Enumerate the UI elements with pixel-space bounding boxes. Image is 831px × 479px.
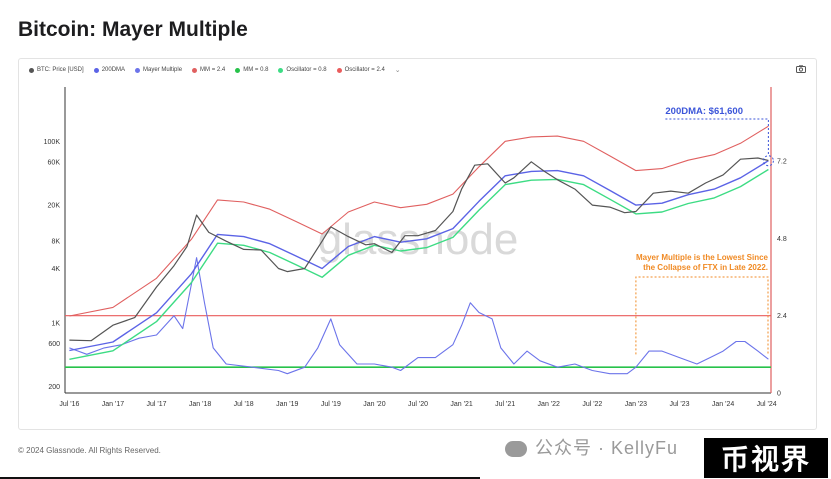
y-left-tick-label: 4K [51, 266, 60, 273]
legend-label: BTC: Price [USD] [37, 67, 84, 73]
x-tick-label: Jan '20 [363, 401, 385, 408]
annotation-mayer-line1: Mayer Multiple is the Lowest Since [636, 253, 769, 262]
copyright-footer: © 2024 Glassnode. All Rights Reserved. [18, 446, 161, 455]
y-left-tick-label: 600 [48, 341, 60, 348]
y-right-tick-label: 2.4 [777, 313, 787, 320]
series-line-btc-price-usd [69, 157, 769, 342]
x-tick-label: Jul '24 [757, 401, 777, 408]
legend-item[interactable]: MM = 0.8 [235, 66, 268, 74]
annotation-box-ftx [635, 276, 769, 355]
chart-legend: BTC: Price [USD] 200DMA Mayer Multiple MM =… [29, 66, 401, 74]
x-tick-label: Jul '17 [147, 401, 167, 408]
x-tick-label: Jul '20 [408, 401, 428, 408]
x-tick-label: Jul '23 [669, 401, 689, 408]
x-tick-label: Jan '21 [450, 401, 472, 408]
legend-item[interactable]: Oscillator = 0.8 [278, 66, 327, 74]
page-title: Bitcoin: Mayer Multiple [18, 18, 248, 41]
x-tick-label: Jan '17 [102, 401, 124, 408]
x-tick-label: Jan '18 [189, 401, 211, 408]
divider [0, 477, 480, 479]
y-left-tick-label: 20K [48, 203, 61, 210]
legend-more-icon[interactable]: ⌄ [394, 67, 401, 74]
y-left-tick-label: 8K [51, 239, 60, 246]
legend-marker [336, 67, 342, 73]
watermark-badge: 币视界 [704, 438, 828, 478]
annotation-mayer-line2: the Collapse of FTX in Late 2022. [643, 263, 768, 272]
y-right-tick-label: 4.8 [777, 236, 787, 243]
x-tick-label: Jan '23 [625, 401, 647, 408]
legend-marker [192, 67, 198, 73]
chart-card: glassnode Jul '16 Jan '17 Jul '17 Jan '18 Jul… [18, 58, 817, 430]
legend-marker [135, 67, 141, 73]
watermark-text: 公众号 · KellyFu [535, 438, 679, 458]
legend-label: MM = 0.8 [243, 67, 269, 73]
y-left-tick-label: 1K [51, 321, 60, 328]
annotation-leader-200dma [665, 118, 769, 156]
x-tick-label: Jul '21 [495, 401, 515, 408]
legend-item[interactable]: MM = 2.4 [192, 66, 225, 74]
legend-item[interactable]: BTC: Price [USD] [29, 66, 84, 74]
legend-label: Oscillator = 0.8 [286, 67, 327, 73]
legend-label: 200DMA [101, 67, 126, 73]
x-tick-label: Jul '16 [59, 401, 79, 408]
legend-label: Oscillator = 2.4 [344, 67, 385, 73]
x-tick-label: Jan '19 [276, 401, 298, 408]
legend-marker [29, 67, 34, 73]
legend-item[interactable]: Mayer Multiple [135, 66, 182, 74]
series-line-200dma [69, 160, 769, 352]
legend-marker [235, 67, 241, 73]
legend-item[interactable]: Oscillator = 2.4 [336, 66, 385, 74]
legend-marker [93, 67, 99, 73]
series-line-mm-2-4 [69, 125, 769, 317]
legend-label: MM = 2.4 [200, 67, 226, 73]
y-left-tick-label: 100K [44, 139, 61, 146]
x-tick-label: Jul '18 [234, 401, 254, 408]
current-point-marker [762, 155, 774, 167]
y-left-tick-label: 200 [48, 384, 60, 391]
x-tick-label: Jul '19 [321, 401, 341, 408]
legend-item[interactable]: 200DMA [93, 66, 126, 74]
legend-label: Mayer Multiple [143, 67, 183, 73]
camera-icon[interactable] [796, 65, 806, 75]
wechat-icon [505, 441, 527, 458]
x-tick-label: Jan '22 [538, 401, 560, 408]
y-right-tick-label: 0 [777, 391, 781, 398]
x-tick-label: Jan '24 [712, 401, 734, 408]
annotation-200dma: 200DMA: $61,600 [665, 106, 743, 117]
y-left-tick-label: 60K [48, 159, 61, 166]
y-right-tick-label: 7.2 [777, 159, 787, 166]
legend-marker [278, 67, 284, 73]
x-tick-label: Jul '22 [582, 401, 602, 408]
series-line-mm-0-8 [69, 168, 769, 360]
wechat-watermark: 公众号 · KellyFu [505, 434, 678, 460]
